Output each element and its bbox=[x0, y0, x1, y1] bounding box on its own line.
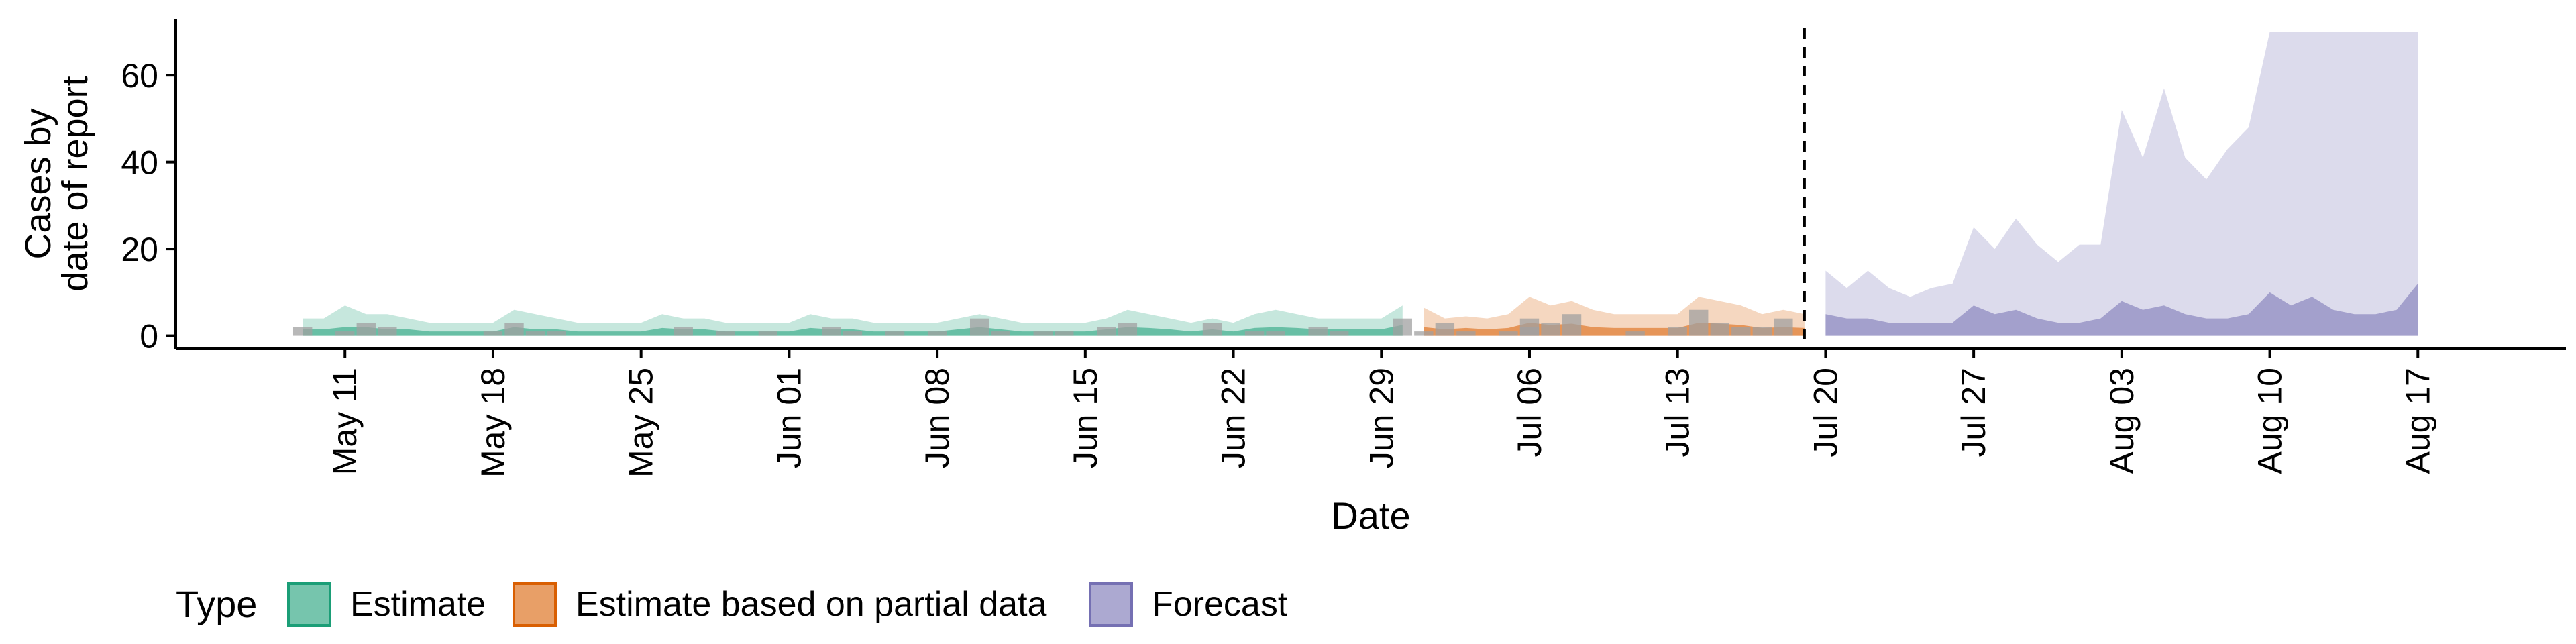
reported-bar bbox=[716, 331, 735, 336]
x-tick-label: May 11 bbox=[326, 368, 364, 475]
reported-bar bbox=[843, 331, 863, 336]
reported-bar bbox=[1308, 327, 1328, 336]
band-outer-2 bbox=[1825, 32, 2418, 336]
x-tick-label: Jun 08 bbox=[918, 368, 956, 468]
reported-bar bbox=[1435, 323, 1455, 336]
reported-bar bbox=[1625, 331, 1645, 336]
reported-bar bbox=[335, 331, 355, 336]
y-axis-ticks: 0 20 40 60 bbox=[121, 57, 176, 356]
reported-bar bbox=[885, 331, 905, 336]
reported-bar bbox=[1244, 331, 1265, 336]
x-tick-label: Jul 27 bbox=[1955, 368, 1992, 457]
band-inner-1 bbox=[1424, 323, 1805, 336]
x-axis-ticks: May 11 May 18 May 25 Jun 01 Jun 08 Jun 15 Jun … bbox=[326, 349, 2436, 478]
reported-bar bbox=[1774, 318, 1793, 336]
reported-bar bbox=[1055, 331, 1074, 336]
reported-bar bbox=[525, 331, 545, 336]
reported-bar bbox=[1097, 327, 1116, 336]
credible-interval-bands bbox=[303, 32, 2418, 336]
y-tick-label: 60 bbox=[121, 57, 158, 95]
x-tick-label: Jul 13 bbox=[1659, 368, 1697, 457]
x-tick-label: Jun 29 bbox=[1362, 368, 1400, 468]
reported-bar bbox=[1668, 327, 1687, 336]
reported-bar bbox=[1033, 331, 1053, 336]
reported-bar bbox=[292, 327, 313, 336]
x-tick-label: Aug 10 bbox=[2251, 368, 2289, 474]
x-tick-label: Jun 15 bbox=[1067, 368, 1104, 468]
legend-key-0 bbox=[287, 582, 331, 627]
band-inner-2 bbox=[1825, 283, 2418, 336]
legend-label-2: Forecast bbox=[1152, 585, 1288, 624]
x-axis-label: Date bbox=[1331, 494, 1410, 537]
reported-bar bbox=[1562, 314, 1582, 336]
x-tick-label: Jul 06 bbox=[1511, 368, 1548, 457]
x-tick-label: May 18 bbox=[474, 368, 512, 478]
reported-bar bbox=[927, 331, 947, 336]
legend-label-0: Estimate bbox=[350, 585, 486, 624]
x-tick-label: Aug 03 bbox=[2103, 368, 2141, 474]
reported-bar bbox=[504, 323, 524, 336]
axes bbox=[174, 19, 2566, 350]
reported-bar bbox=[1499, 331, 1518, 336]
reported-bar bbox=[822, 327, 841, 336]
y-tick-label: 20 bbox=[121, 231, 158, 268]
x-tick-label: Jul 20 bbox=[1807, 368, 1844, 457]
reported-bar bbox=[991, 331, 1010, 336]
reported-bar bbox=[1456, 331, 1476, 336]
x-tick-label: Jun 22 bbox=[1215, 368, 1252, 468]
reported-bar bbox=[483, 331, 503, 336]
reported-bar bbox=[758, 331, 778, 336]
reported-bar bbox=[969, 318, 989, 336]
y-axis-label-line-1: Cases by bbox=[18, 108, 58, 259]
reported-bar bbox=[1731, 327, 1751, 336]
reported-bar bbox=[1393, 318, 1412, 336]
reported-bar bbox=[1118, 323, 1138, 336]
legend: Type Estimate Estimate based on partial d… bbox=[176, 582, 1288, 627]
x-tick-label: Aug 17 bbox=[2399, 368, 2436, 474]
reported-bar bbox=[1414, 331, 1434, 336]
reported-bar bbox=[1519, 318, 1540, 336]
reported-bar bbox=[1689, 309, 1709, 336]
legend-key-1 bbox=[513, 582, 557, 627]
x-tick-label: Jun 01 bbox=[770, 368, 808, 468]
legend-label-1: Estimate based on partial data bbox=[576, 585, 1047, 624]
legend-title: Type bbox=[176, 583, 257, 625]
legend-key-2 bbox=[1089, 582, 1133, 627]
reported-bar bbox=[1202, 323, 1222, 336]
y-tick-label: 0 bbox=[140, 318, 158, 356]
reported-bar bbox=[547, 331, 566, 336]
reported-bar bbox=[674, 327, 693, 336]
y-axis-label-line-2: date of report bbox=[55, 76, 95, 291]
x-tick-label: May 25 bbox=[623, 368, 660, 478]
reported-bar bbox=[1330, 331, 1349, 336]
y-tick-label: 40 bbox=[121, 144, 158, 182]
reported-bar bbox=[1752, 327, 1772, 336]
reported-bar bbox=[1710, 323, 1729, 336]
reported-cases-bars bbox=[292, 309, 1793, 336]
reported-bar bbox=[1541, 323, 1560, 336]
reported-bar bbox=[378, 327, 397, 336]
reported-bar bbox=[1266, 331, 1285, 336]
reported-bar bbox=[356, 323, 376, 336]
